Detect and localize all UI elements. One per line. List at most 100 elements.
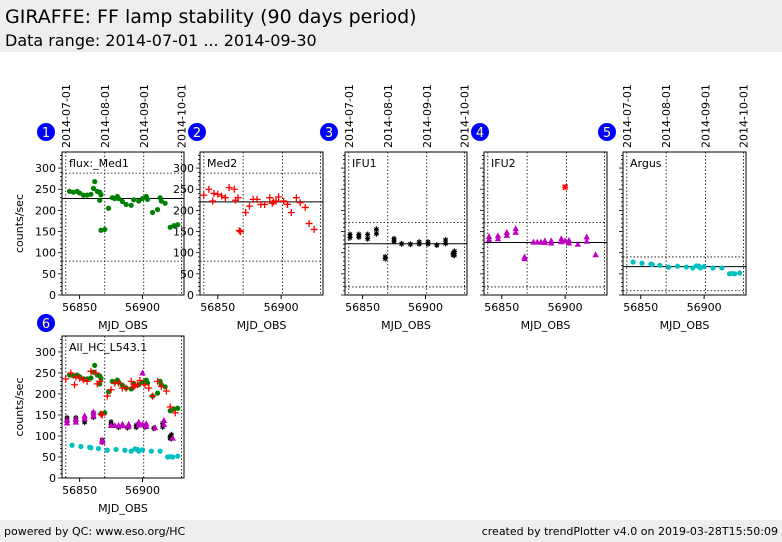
- data-point-IFU1: [382, 255, 388, 262]
- y-tick-label: 100: [35, 247, 56, 260]
- panel-number-badge: [37, 314, 55, 332]
- data-point-IFU1: [373, 226, 379, 233]
- data-point-IFU2: [503, 231, 511, 238]
- data-point-IFU2: [485, 236, 493, 243]
- data-point-Med2: [214, 190, 222, 198]
- data-point-Argus: [113, 446, 119, 453]
- y-tick-label: 0: [49, 289, 56, 302]
- y-tick-label: 100: [173, 247, 194, 260]
- date-tick-label: 2014-08-01: [660, 84, 673, 148]
- x-tick-label: 56850: [623, 301, 658, 314]
- data-point-IFU2: [151, 424, 159, 431]
- data-point-Argus: [690, 265, 696, 271]
- data-point-Med1: [90, 185, 97, 191]
- data-point-Med2: [141, 381, 149, 389]
- data-point-IFU2: [143, 422, 150, 429]
- data-point-Med1: [136, 198, 142, 204]
- x-axis-label: MJD_OBS: [381, 319, 431, 332]
- data-point-IFU1: [373, 230, 379, 237]
- panel-number: 4: [476, 126, 484, 141]
- axes-frame: [61, 335, 185, 479]
- data-point-IFU2: [72, 418, 80, 425]
- data-point-Med2: [272, 197, 280, 205]
- x-tick-label: 56850: [62, 484, 97, 497]
- axes-frame: [622, 151, 747, 296]
- data-point-Med1: [154, 206, 161, 213]
- data-point-IFU1: [443, 240, 449, 247]
- data-point-Argus: [630, 259, 636, 265]
- data-point-Med1: [154, 390, 161, 396]
- data-point-Med2: [266, 194, 274, 202]
- y-tick-label: 100: [35, 430, 56, 443]
- data-point-IFU1: [365, 235, 371, 242]
- data-point-Med2: [122, 384, 130, 392]
- data-point-IFU2: [565, 239, 573, 246]
- y-tick-label: 250: [35, 367, 56, 380]
- data-point-Med2: [162, 387, 170, 395]
- data-point-Med2: [92, 369, 100, 377]
- data-point-Med1: [139, 195, 146, 202]
- data-point-Med1: [92, 362, 98, 369]
- data-point-Argus: [674, 263, 681, 269]
- data-point-Med2: [221, 194, 229, 202]
- panel-5: 5 2014-07-01 2014-08-01 2014-09-01 2014-10-0…: [598, 84, 750, 332]
- panel-3: 3 2014-07-01 2014-08-01 2014-09-01 2014-10-0…: [320, 84, 471, 332]
- data-point-Med2: [210, 189, 218, 197]
- data-point-Med2: [218, 192, 226, 200]
- y-tick-label: 0: [49, 472, 56, 485]
- y-tick-label: 200: [173, 204, 194, 217]
- x-axis-label: MJD_OBS: [98, 502, 148, 515]
- y-tick-label: 200: [35, 204, 56, 217]
- panel-label: flux:_Med1: [69, 157, 129, 170]
- y-axis-label: counts/sec: [13, 194, 26, 253]
- data-point-IFU1: [399, 240, 405, 247]
- y-tick-label: 200: [35, 388, 56, 401]
- data-point-IFU1: [356, 234, 362, 241]
- panel-number: 3: [325, 126, 333, 141]
- data-point-Med1: [175, 222, 181, 228]
- data-point-Med1: [98, 192, 104, 198]
- x-tick-label: 56850: [62, 301, 97, 314]
- date-tick-label: 2014-07-01: [60, 84, 73, 148]
- panel-label: IFU2: [491, 157, 516, 170]
- data-point-Argus: [88, 445, 94, 451]
- x-tick-label: 56900: [125, 301, 160, 314]
- data-point-Med1: [115, 195, 122, 202]
- footer-created: created by trendPlotter v4.0 on 2019-03-…: [481, 525, 778, 538]
- data-point-IFU1: [407, 241, 413, 248]
- data-point-IFU1: [347, 234, 353, 241]
- data-point-Argus: [139, 447, 146, 453]
- data-point-Argus: [95, 445, 102, 452]
- data-point-Med1: [175, 405, 181, 411]
- data-point-Med2: [149, 392, 157, 400]
- data-point-IFU2: [541, 239, 549, 246]
- y-tick-label: 50: [42, 451, 56, 464]
- data-point-Med2: [275, 193, 283, 201]
- panel-number-badge: [471, 123, 489, 141]
- x-tick-label: 56850: [345, 301, 380, 314]
- data-point-Argus: [731, 271, 738, 277]
- y-axis-label: counts/sec: [13, 377, 26, 436]
- data-point-Med2: [154, 377, 162, 385]
- data-point-IFU1: [168, 431, 174, 438]
- data-point-Med2: [296, 199, 304, 207]
- data-point-Med2: [253, 195, 261, 203]
- data-point-Med2: [261, 200, 269, 208]
- panel-label: All_HC_L543.1: [69, 341, 147, 354]
- date-tick-label: 2014-10-01: [175, 84, 188, 148]
- x-tick-label: 56900: [264, 301, 299, 314]
- panel-4: 4 56850 56900 MJD_OBS IFU2: [471, 123, 608, 332]
- x-axis-label: MJD_OBS: [521, 319, 571, 332]
- header: GIRAFFE: FF lamp stability (90 days peri…: [0, 0, 782, 52]
- data-point-IFU1: [451, 248, 457, 255]
- data-point-Med2: [280, 197, 288, 205]
- data-point-IFU2: [63, 419, 71, 426]
- date-tick-label: 2014-10-01: [458, 84, 471, 148]
- data-point-Med2: [234, 194, 242, 202]
- x-tick-label: 56900: [408, 301, 443, 314]
- date-tick-label: 2014-09-01: [421, 84, 434, 148]
- data-point-Argus: [649, 261, 655, 268]
- data-point-Med2: [71, 381, 79, 389]
- data-point-Med2: [301, 203, 309, 211]
